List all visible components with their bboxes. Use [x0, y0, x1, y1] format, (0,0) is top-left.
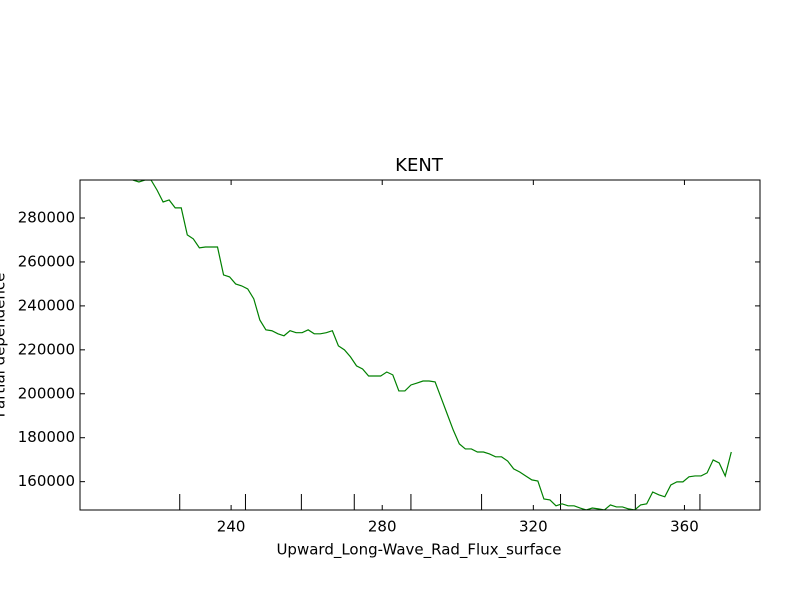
y-tick-label: 200000 [18, 384, 75, 402]
y-tick-label: 180000 [18, 428, 75, 446]
x-tick-label: 360 [670, 518, 699, 536]
plot-frame [79, 179, 761, 511]
x-tick-label: 320 [519, 518, 548, 536]
x-tick-label: 240 [217, 518, 246, 536]
y-tick-label: 260000 [18, 252, 75, 270]
x-tick-label: 280 [368, 518, 397, 536]
y-tick-label: 220000 [18, 340, 75, 358]
y-tick-label: 160000 [18, 472, 75, 490]
y-tick-label: 240000 [18, 296, 75, 314]
x-axis-label: Upward_Long-Wave_Rad_Flux_surface [276, 541, 561, 560]
chart-title: KENT [395, 155, 444, 176]
data-line [132, 180, 732, 510]
y-axis-label: Partial dependence [0, 273, 9, 418]
y-tick-label: 280000 [18, 209, 75, 227]
